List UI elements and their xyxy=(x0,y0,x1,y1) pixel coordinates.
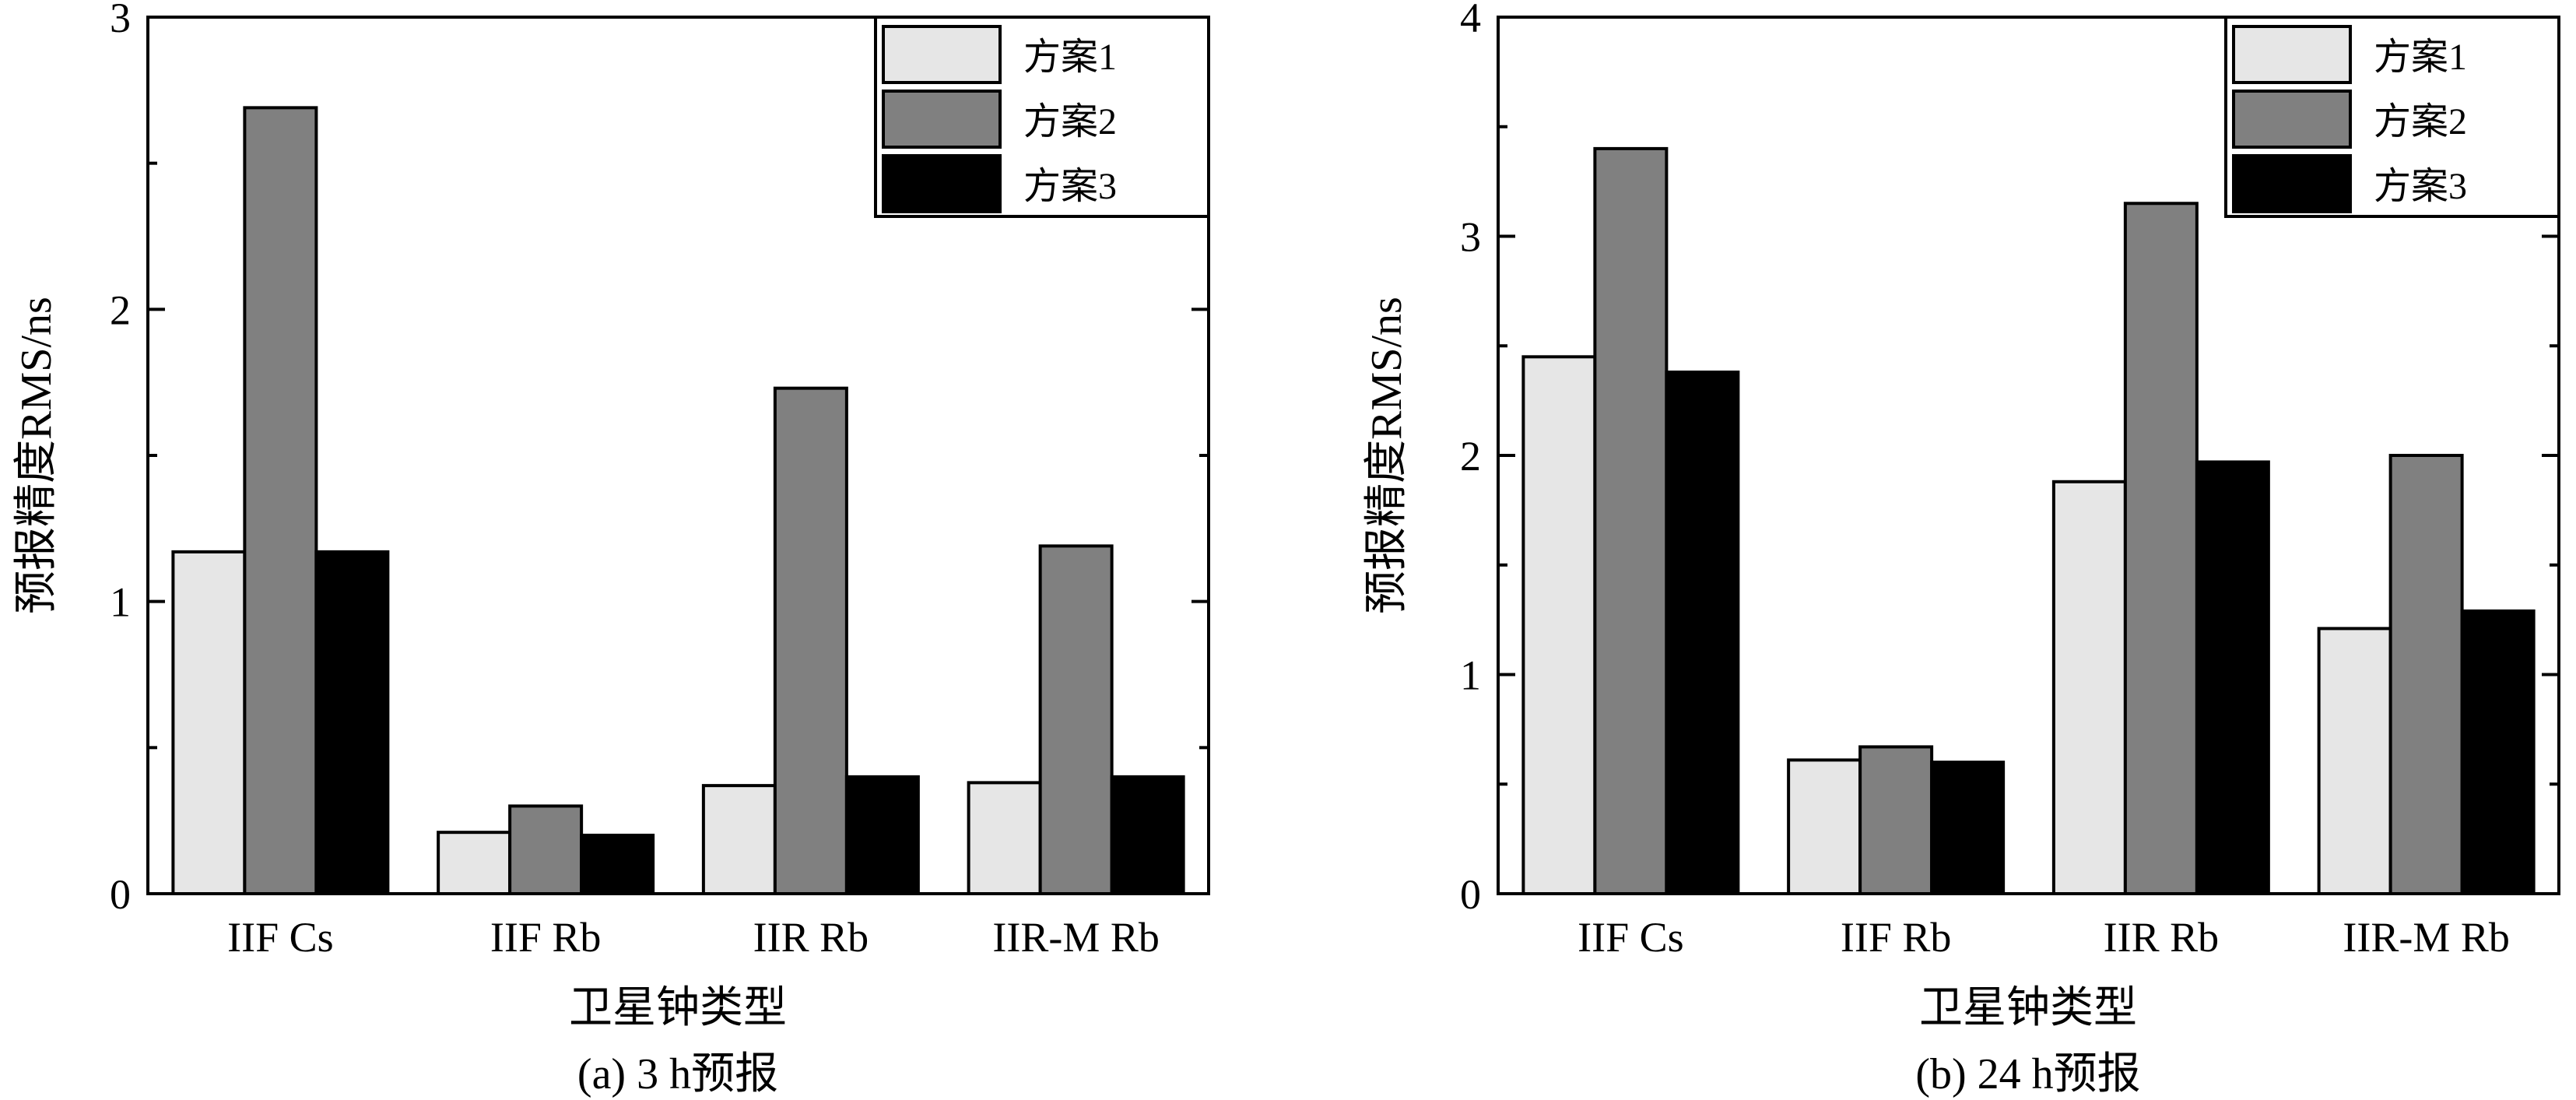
bar-方案1-IIR-M Rb xyxy=(967,781,1042,896)
y-tick-label: 3 xyxy=(1460,214,1481,261)
y-tick-label: 0 xyxy=(1460,871,1481,918)
x-tick-label: IIR Rb xyxy=(2104,914,2220,961)
legend-swatch-方案1 xyxy=(882,25,1002,84)
legend-swatch-方案2 xyxy=(2232,90,2352,149)
bars-group xyxy=(1521,146,2536,896)
bar-方案2-IIF Rb xyxy=(508,804,584,896)
y-tick-label: 2 xyxy=(110,286,131,333)
legend-swatch-方案3 xyxy=(2232,154,2352,213)
legend-label: 方案2 xyxy=(1023,101,1117,142)
y-tick-label: 1 xyxy=(110,579,131,626)
bar-方案3-IIF Rb xyxy=(580,833,655,896)
y-tick-label: 1 xyxy=(1460,652,1481,699)
panel-caption: (b) 24 h预报 xyxy=(1915,1050,2140,1098)
bar-方案3-IIR-M Rb xyxy=(2460,609,2536,895)
bar-方案3-IIF Cs xyxy=(314,550,390,895)
panel-caption: (a) 3 h预报 xyxy=(577,1050,778,1098)
x-tick-label: IIF Cs xyxy=(227,914,334,961)
bar-方案3-IIF Rb xyxy=(1930,761,2006,895)
bar-方案2-IIF Cs xyxy=(1593,146,1669,895)
y-tick-label: 4 xyxy=(1460,0,1481,41)
bar-方案3-IIF Cs xyxy=(1665,371,1740,895)
legend-label: 方案1 xyxy=(2374,37,2467,78)
legend-label: 方案3 xyxy=(2374,166,2467,207)
bar-方案3-IIR Rb xyxy=(2195,460,2270,895)
bar-方案3-IIR Rb xyxy=(844,775,920,895)
legend-swatch-方案3 xyxy=(882,154,1002,213)
x-tick-label: IIR-M Rb xyxy=(992,914,1160,961)
bar-方案1-IIR-M Rb xyxy=(2317,627,2392,895)
legend-swatch-方案2 xyxy=(882,90,1002,149)
y-tick-label: 3 xyxy=(110,0,131,41)
chart-panel-a: 0 1 2 3 IIF Cs IIF Rb IIR Rb IIR-M Rb 方案1 方案2 方案3… xyxy=(12,0,1210,1098)
y-axis-label: 预报精度RMS/ns xyxy=(1363,297,1411,614)
bar-方案2-IIF Cs xyxy=(243,106,318,895)
legend: 方案1 方案2 方案3 xyxy=(2224,16,2560,218)
bar-方案1-IIF Rb xyxy=(1787,758,1862,895)
x-axis-label: 卫星钟类型 xyxy=(569,984,787,1032)
bar-方案1-IIR Rb xyxy=(2051,480,2127,895)
legend-swatch-方案1 xyxy=(2232,25,2352,84)
x-tick-label: IIF Rb xyxy=(490,914,602,961)
bar-方案2-IIR Rb xyxy=(773,386,848,895)
bar-方案3-IIR-M Rb xyxy=(1110,775,1185,895)
bar-方案2-IIF Rb xyxy=(1858,745,1934,896)
legend: 方案1 方案2 方案3 xyxy=(874,16,1210,218)
legend-label: 方案1 xyxy=(1023,37,1117,78)
x-tick-label: IIF Rb xyxy=(1841,914,1952,961)
bar-方案2-IIR-M Rb xyxy=(2388,454,2464,895)
bar-方案1-IIF Cs xyxy=(171,550,247,895)
bar-方案1-IIR Rb xyxy=(701,784,777,895)
x-tick-label: IIR Rb xyxy=(753,914,869,961)
y-tick-label: 0 xyxy=(110,871,131,918)
x-tick-label: IIR-M Rb xyxy=(2343,914,2510,961)
y-axis-label: 预报精度RMS/ns xyxy=(12,297,61,614)
bar-方案1-IIF Cs xyxy=(1521,355,1597,895)
x-tick-label: IIF Cs xyxy=(1578,914,1684,961)
axis-ticks: 0 1 2 3 IIF Cs IIF Rb IIR Rb IIR-M Rb xyxy=(110,0,1209,961)
bars-group xyxy=(171,106,1185,896)
legend-label: 方案2 xyxy=(2374,101,2467,142)
axis-ticks: 0 1 2 3 4 IIF Cs IIF Rb IIR Rb IIR-M Rb xyxy=(1460,0,2559,961)
y-tick-label: 2 xyxy=(1460,433,1481,480)
bar-方案1-IIF Rb xyxy=(437,831,512,896)
bar-方案2-IIR Rb xyxy=(2123,202,2199,895)
legend-label: 方案3 xyxy=(1023,166,1117,207)
x-axis-label: 卫星钟类型 xyxy=(1919,984,2137,1032)
bar-方案2-IIR-M Rb xyxy=(1038,544,1114,895)
